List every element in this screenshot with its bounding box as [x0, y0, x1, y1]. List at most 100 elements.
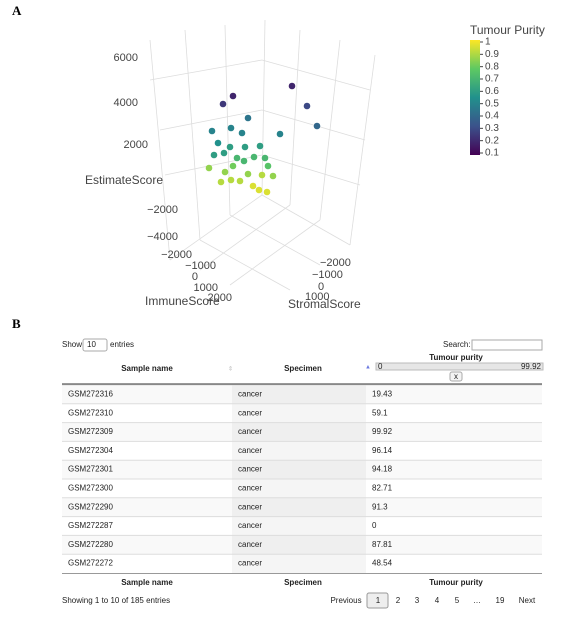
table-cell: cancer — [238, 408, 262, 417]
table-info: Showing 1 to 10 of 185 entries — [62, 596, 170, 605]
z-tick-label: 4000 — [114, 97, 138, 109]
colorbar-tick-label: 0.1 — [485, 148, 499, 159]
sort-icon: ⇕ — [228, 366, 233, 373]
y-tick-label: −1000 — [312, 269, 343, 281]
slider[interactable] — [375, 362, 544, 371]
point — [276, 130, 284, 138]
z-axis-label: EstimateScore — [85, 173, 163, 187]
x-tick-label: 0 — [192, 271, 198, 283]
table-cell: 82.71 — [372, 484, 393, 493]
table-cell: GSM272316 — [68, 390, 113, 399]
table-cell: cancer — [238, 446, 262, 455]
colorbar-tick-label: 0.9 — [485, 49, 499, 60]
page-link[interactable]: 19 — [496, 596, 505, 605]
y-tick-label: −2000 — [320, 257, 351, 269]
footer-cell: Sample name — [121, 578, 173, 587]
table-cell: GSM272272 — [68, 559, 113, 568]
table-cell: 59.1 — [372, 408, 388, 417]
table-cell: GSM272280 — [68, 540, 113, 549]
entries-label: entries — [110, 340, 134, 349]
table-cell: 0 — [372, 521, 377, 530]
point — [227, 176, 235, 184]
colorbar-tick-label: 1 — [485, 37, 491, 48]
sorted-column-cell — [232, 422, 366, 442]
z-tick-label: 6000 — [114, 52, 138, 64]
point — [313, 122, 321, 130]
colorbar-tick-label: 0.5 — [485, 98, 499, 109]
point — [264, 162, 272, 170]
point — [219, 100, 227, 108]
x-tick-label: −2000 — [161, 249, 192, 261]
table-cell: 94.18 — [372, 465, 393, 474]
current-page — [366, 592, 389, 609]
page-link[interactable]: … — [473, 596, 481, 605]
header-cell: Tumour purity — [429, 353, 483, 362]
table-cell: cancer — [238, 427, 262, 436]
page-link[interactable]: 4 — [435, 596, 440, 605]
table-cell: cancer — [238, 559, 262, 568]
sorted-column-cell — [232, 460, 366, 479]
point — [240, 157, 248, 165]
table-cell: GSM272309 — [68, 427, 113, 436]
clear-button[interactable] — [449, 371, 463, 382]
x-tick-label: 2000 — [208, 292, 232, 304]
table-cell: GSM272300 — [68, 484, 113, 493]
table-cell: GSM272310 — [68, 408, 113, 417]
table-cell: 48.54 — [372, 559, 393, 568]
sorted-column-cell — [232, 479, 366, 498]
table-cell: cancer — [238, 390, 262, 399]
search-input[interactable] — [471, 339, 543, 351]
point — [227, 124, 235, 132]
point — [229, 162, 237, 170]
point — [210, 151, 218, 159]
sorted-column-cell — [232, 497, 366, 517]
colorbar-tick-label: 0.8 — [485, 61, 499, 72]
point — [208, 127, 216, 135]
x-tick-label: 1000 — [194, 282, 218, 294]
table-cell: 91.3 — [372, 502, 388, 511]
colorbar-tick-label: 0.2 — [485, 135, 499, 146]
z-tick-label: −2000 — [147, 204, 178, 216]
colorbar-tick-label: 0.4 — [485, 111, 499, 122]
panel-label: B — [12, 316, 21, 331]
y-tick-label: 0 — [318, 281, 324, 293]
table-cell: GSM272287 — [68, 521, 113, 530]
sorted-column-cell — [232, 516, 366, 536]
table-cell: GSM272301 — [68, 465, 113, 474]
point — [258, 171, 266, 179]
point — [205, 164, 213, 172]
point — [261, 154, 269, 162]
point — [214, 139, 222, 147]
page-link[interactable]: 5 — [455, 596, 460, 605]
slider-max: 99.92 — [521, 362, 542, 371]
sort-icon: ▲ — [365, 365, 371, 371]
table-cell: cancer — [238, 502, 262, 511]
footer-cell: Tumour purity — [429, 578, 483, 587]
show-label: Show — [62, 340, 82, 349]
point — [263, 188, 271, 196]
colorbar-tick-label: 0.3 — [485, 123, 499, 134]
sorted-column-cell — [232, 403, 366, 423]
table: Show 10 entries Search: 0 99.92 x ⇕ ▲ Sa… — [62, 338, 544, 609]
page-link[interactable]: 1 — [376, 596, 381, 605]
page-link[interactable]: 3 — [415, 596, 420, 605]
point — [303, 102, 311, 110]
y-tick-label: 1000 — [305, 291, 329, 303]
point — [221, 168, 229, 176]
table-cell: cancer — [238, 521, 262, 530]
page-link[interactable]: 2 — [396, 596, 401, 605]
table-cell: cancer — [238, 484, 262, 493]
header-cell: Sample name — [121, 364, 173, 373]
length-select[interactable] — [82, 338, 108, 352]
point — [238, 129, 246, 137]
search-label: Search: — [443, 340, 471, 349]
length-value: 10 — [87, 340, 96, 349]
point — [220, 149, 228, 157]
table-cell: 99.92 — [372, 427, 393, 436]
page-link[interactable]: Previous — [330, 596, 361, 605]
page-link[interactable]: Next — [519, 596, 536, 605]
x-tick-label: −1000 — [185, 260, 216, 272]
point — [229, 92, 237, 100]
